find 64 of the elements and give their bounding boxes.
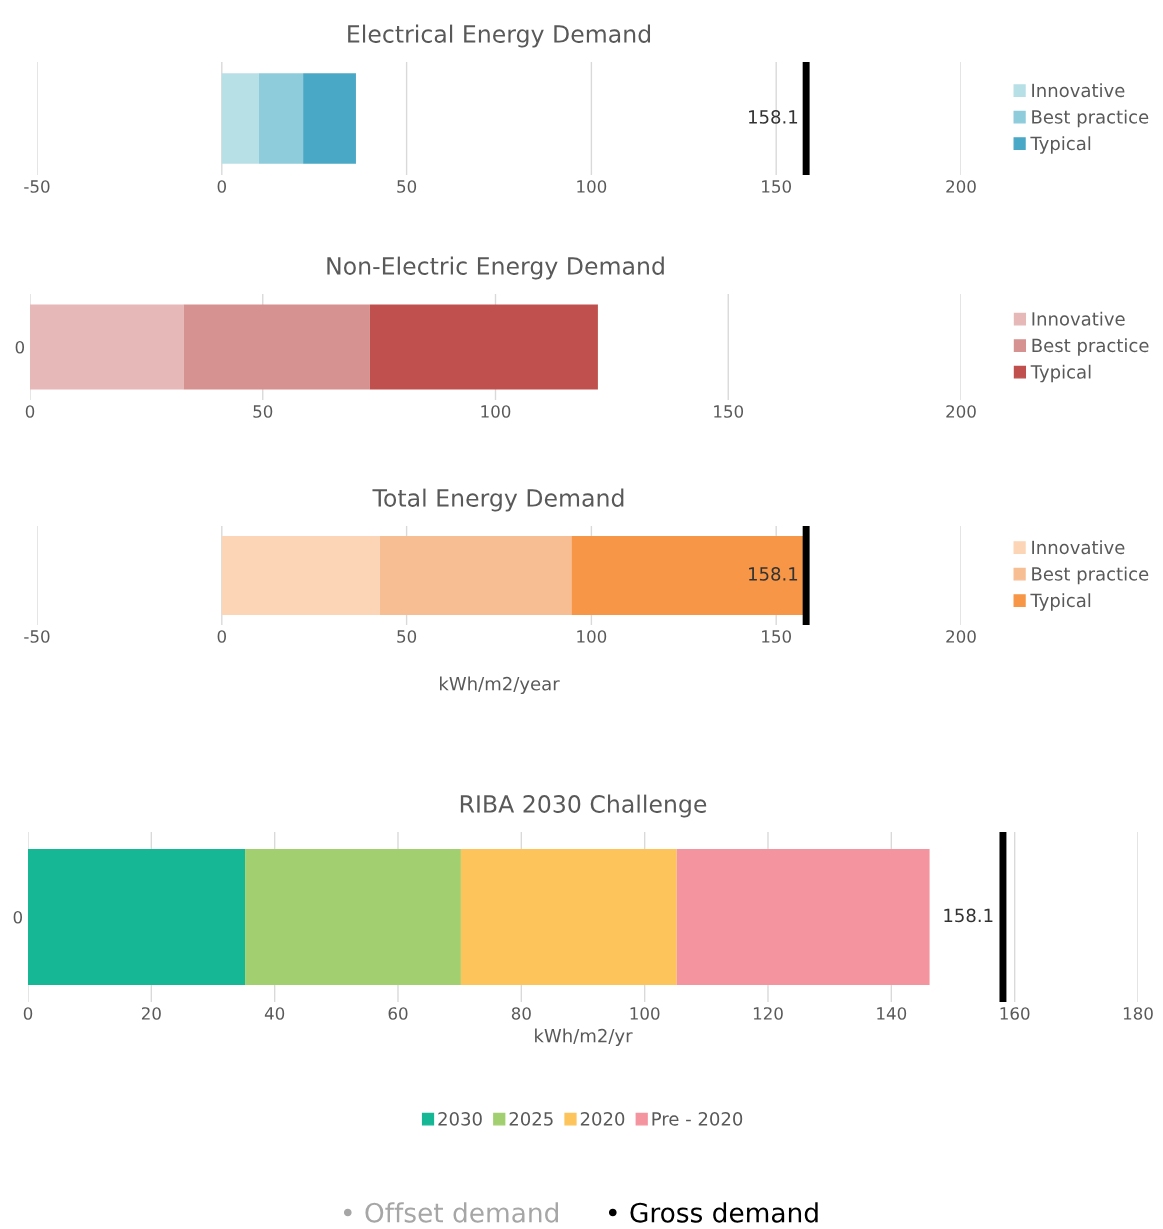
x-tick-label: 50 <box>253 405 273 418</box>
legend-label: Innovative <box>1032 311 1125 326</box>
x-tick-label: 100 <box>577 180 607 193</box>
bar <box>30 304 184 390</box>
x-tick-label: -50 <box>24 630 50 643</box>
x-tick-label: 50 <box>397 630 417 643</box>
x-tick-label: 100 <box>577 630 607 643</box>
bar <box>571 535 806 616</box>
legend-label: Innovative <box>1032 540 1125 555</box>
bar <box>369 304 598 390</box>
bar <box>221 73 259 164</box>
x-tick-label: 200 <box>946 405 976 418</box>
x-axis-title: kWh/m2/year <box>440 676 560 695</box>
chart-title: RIBA 2030 Challenge <box>460 794 707 818</box>
x-tick-label: 150 <box>762 180 791 193</box>
bar <box>221 535 380 616</box>
x-tick-label: 0 <box>23 1007 33 1020</box>
x-tick-label: 0 <box>217 180 226 193</box>
x-tick-label: 0 <box>25 405 35 418</box>
bar <box>28 849 246 985</box>
x-tick-label: 50 <box>397 180 417 193</box>
legend-label: 2030 <box>438 1112 482 1126</box>
ref-line-label: 158.1 <box>749 567 798 581</box>
x-tick-label: 150 <box>762 630 791 643</box>
ref-line-label: 158.1 <box>944 908 993 923</box>
bar <box>258 73 304 164</box>
x-tick-label: 100 <box>630 1007 660 1020</box>
legend-label: 2020 <box>580 1112 625 1126</box>
x-tick-label: 150 <box>714 405 744 418</box>
x-tick-label: 200 <box>946 180 976 193</box>
bar <box>245 849 461 985</box>
x-tick-label: 80 <box>511 1007 531 1020</box>
legend-label: Best practice <box>1032 109 1149 128</box>
x-tick-label: 20 <box>141 1007 161 1020</box>
legend-label: Best practice <box>1032 338 1149 356</box>
bar <box>676 849 930 985</box>
x-tick-label: 160 <box>1000 1007 1030 1020</box>
x-tick-label: 0 <box>217 630 226 643</box>
x-tick-label: 200 <box>946 630 976 643</box>
bar <box>460 849 677 985</box>
bar <box>303 73 356 164</box>
x-tick-label: 60 <box>388 1007 408 1020</box>
chart-title: Total Energy Demand <box>372 488 624 512</box>
legend-label: Typical <box>1030 136 1091 154</box>
x-tick-label: 180 <box>1123 1007 1153 1020</box>
chart-title: Electrical Energy Demand <box>348 24 651 48</box>
x-tick-label: 140 <box>877 1007 907 1020</box>
chart-title: Non-Electric Energy Demand <box>327 256 664 280</box>
bar <box>379 535 572 616</box>
x-tick-label: 120 <box>753 1007 783 1020</box>
text: • Offset demand <box>343 1202 558 1223</box>
legend-label: 2025 <box>509 1112 553 1126</box>
x-tick-label: 40 <box>264 1007 285 1020</box>
x-axis-title: kWh/m2/yr <box>535 1028 633 1047</box>
legend-label: Best practice <box>1032 566 1149 585</box>
ref-line-label: 158.1 <box>749 110 798 124</box>
text: • Gross demand <box>608 1202 818 1223</box>
bar <box>183 304 370 390</box>
legend-label: Typical <box>1030 364 1091 383</box>
legend-label: Innovative <box>1032 83 1125 98</box>
x-tick-label: -50 <box>24 180 50 193</box>
legend-label: Pre - 2020 <box>652 1112 743 1126</box>
legend-label: Typical <box>1030 593 1091 611</box>
x-tick-label: 100 <box>481 405 511 418</box>
